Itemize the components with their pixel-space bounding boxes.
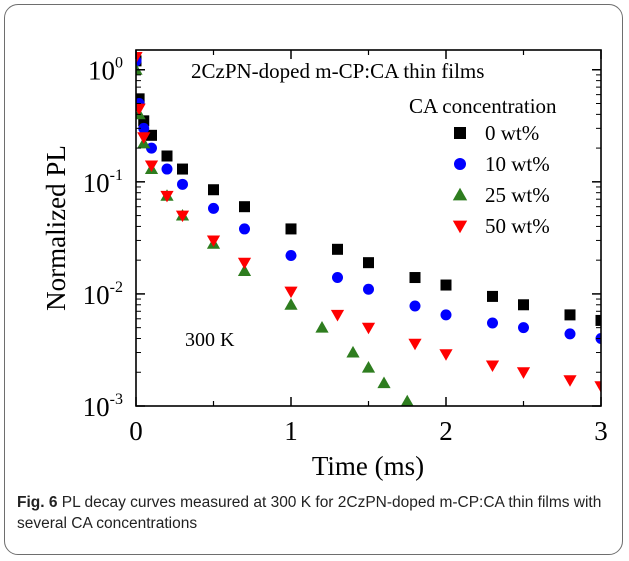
data-point (400, 394, 414, 406)
data-point (332, 272, 343, 284)
data-point (239, 223, 250, 235)
data-point (136, 63, 143, 75)
data-point (175, 210, 190, 223)
data-point (208, 202, 219, 214)
data-point (487, 317, 498, 329)
data-point (284, 286, 298, 299)
data-point (361, 322, 376, 335)
series-0 (136, 55, 601, 326)
data-point (409, 300, 421, 312)
data-point (409, 272, 421, 284)
data-point (595, 314, 601, 326)
x-axis-label: Time (ms) (312, 451, 424, 481)
x-tick-label: 1 (284, 416, 298, 446)
data-point (346, 345, 360, 358)
data-point (208, 184, 219, 196)
data-point (518, 322, 529, 334)
legend-title: CA concentration (409, 94, 557, 118)
data-point (518, 299, 529, 311)
data-point (315, 321, 329, 333)
data-point (136, 52, 143, 64)
series-3 (136, 52, 601, 393)
data-point (564, 309, 576, 321)
data-point (206, 235, 221, 248)
figure-caption: Fig. 6 PL decay curves measured at 300 K… (17, 492, 617, 534)
data-point (440, 309, 452, 321)
y-tick-label: 10-1 (83, 167, 123, 198)
legend-marker (452, 187, 468, 201)
data-point (563, 375, 577, 387)
data-point (363, 257, 374, 269)
temperature-annotation: 300 K (185, 329, 235, 351)
data-point (177, 178, 188, 190)
x-tick-label: 3 (594, 416, 608, 446)
legend-marker (452, 220, 468, 234)
y-axis-label: Normalized PL (41, 145, 71, 311)
series-1 (136, 55, 601, 345)
data-point (146, 142, 157, 154)
data-point (237, 264, 252, 276)
data-point (564, 328, 576, 340)
caption-text: PL decay curves measured at 300 K for 2C… (17, 494, 602, 532)
data-point (137, 132, 151, 144)
data-point (377, 376, 391, 389)
data-point (138, 122, 150, 134)
data-point (594, 381, 601, 393)
data-point (516, 367, 531, 379)
x-tick-label: 0 (129, 416, 143, 446)
data-point (161, 150, 173, 162)
data-point (330, 309, 345, 322)
y-tick-label: 10-3 (83, 391, 123, 422)
y-tick-label: 100 (88, 55, 123, 86)
figure-frame: 0 1 2 3 100 10-1 10-2 10-3 2CzPN-doped m-CP:CA … (4, 4, 623, 555)
chart-title: 2CzPN-doped m-CP:CA thin films (191, 59, 484, 83)
x-tick-label: 2 (439, 416, 453, 446)
data-point (146, 129, 157, 141)
y-tick-label: 10-2 (83, 279, 123, 310)
caption-label: Fig. 6 (17, 494, 58, 511)
legend-marker (454, 127, 466, 139)
data-point (332, 243, 343, 255)
decay-chart: 0 1 2 3 100 10-1 10-2 10-3 2CzPN-doped m-CP:CA … (41, 49, 608, 481)
legend-marker (454, 158, 466, 170)
data-point (161, 163, 173, 175)
data-point (136, 103, 146, 116)
data-point (284, 298, 298, 310)
legend-label: 0 wt% (485, 121, 539, 145)
data-point (285, 223, 297, 235)
data-point (239, 201, 250, 213)
data-point (485, 360, 500, 373)
data-point (138, 115, 150, 127)
data-point (144, 160, 159, 173)
legend-label: 25 wt% (485, 183, 550, 207)
data-point (408, 338, 422, 351)
data-point (440, 279, 452, 291)
data-point (285, 250, 297, 262)
legend-label: 10 wt% (485, 152, 550, 176)
legend-label: 50 wt% (485, 214, 550, 238)
data-point (177, 163, 188, 175)
series-2 (136, 63, 414, 406)
data-point (160, 190, 174, 203)
data-point (439, 349, 453, 361)
data-point (487, 290, 498, 302)
data-point (363, 283, 374, 295)
data-point (361, 361, 376, 373)
data-point (237, 257, 252, 270)
